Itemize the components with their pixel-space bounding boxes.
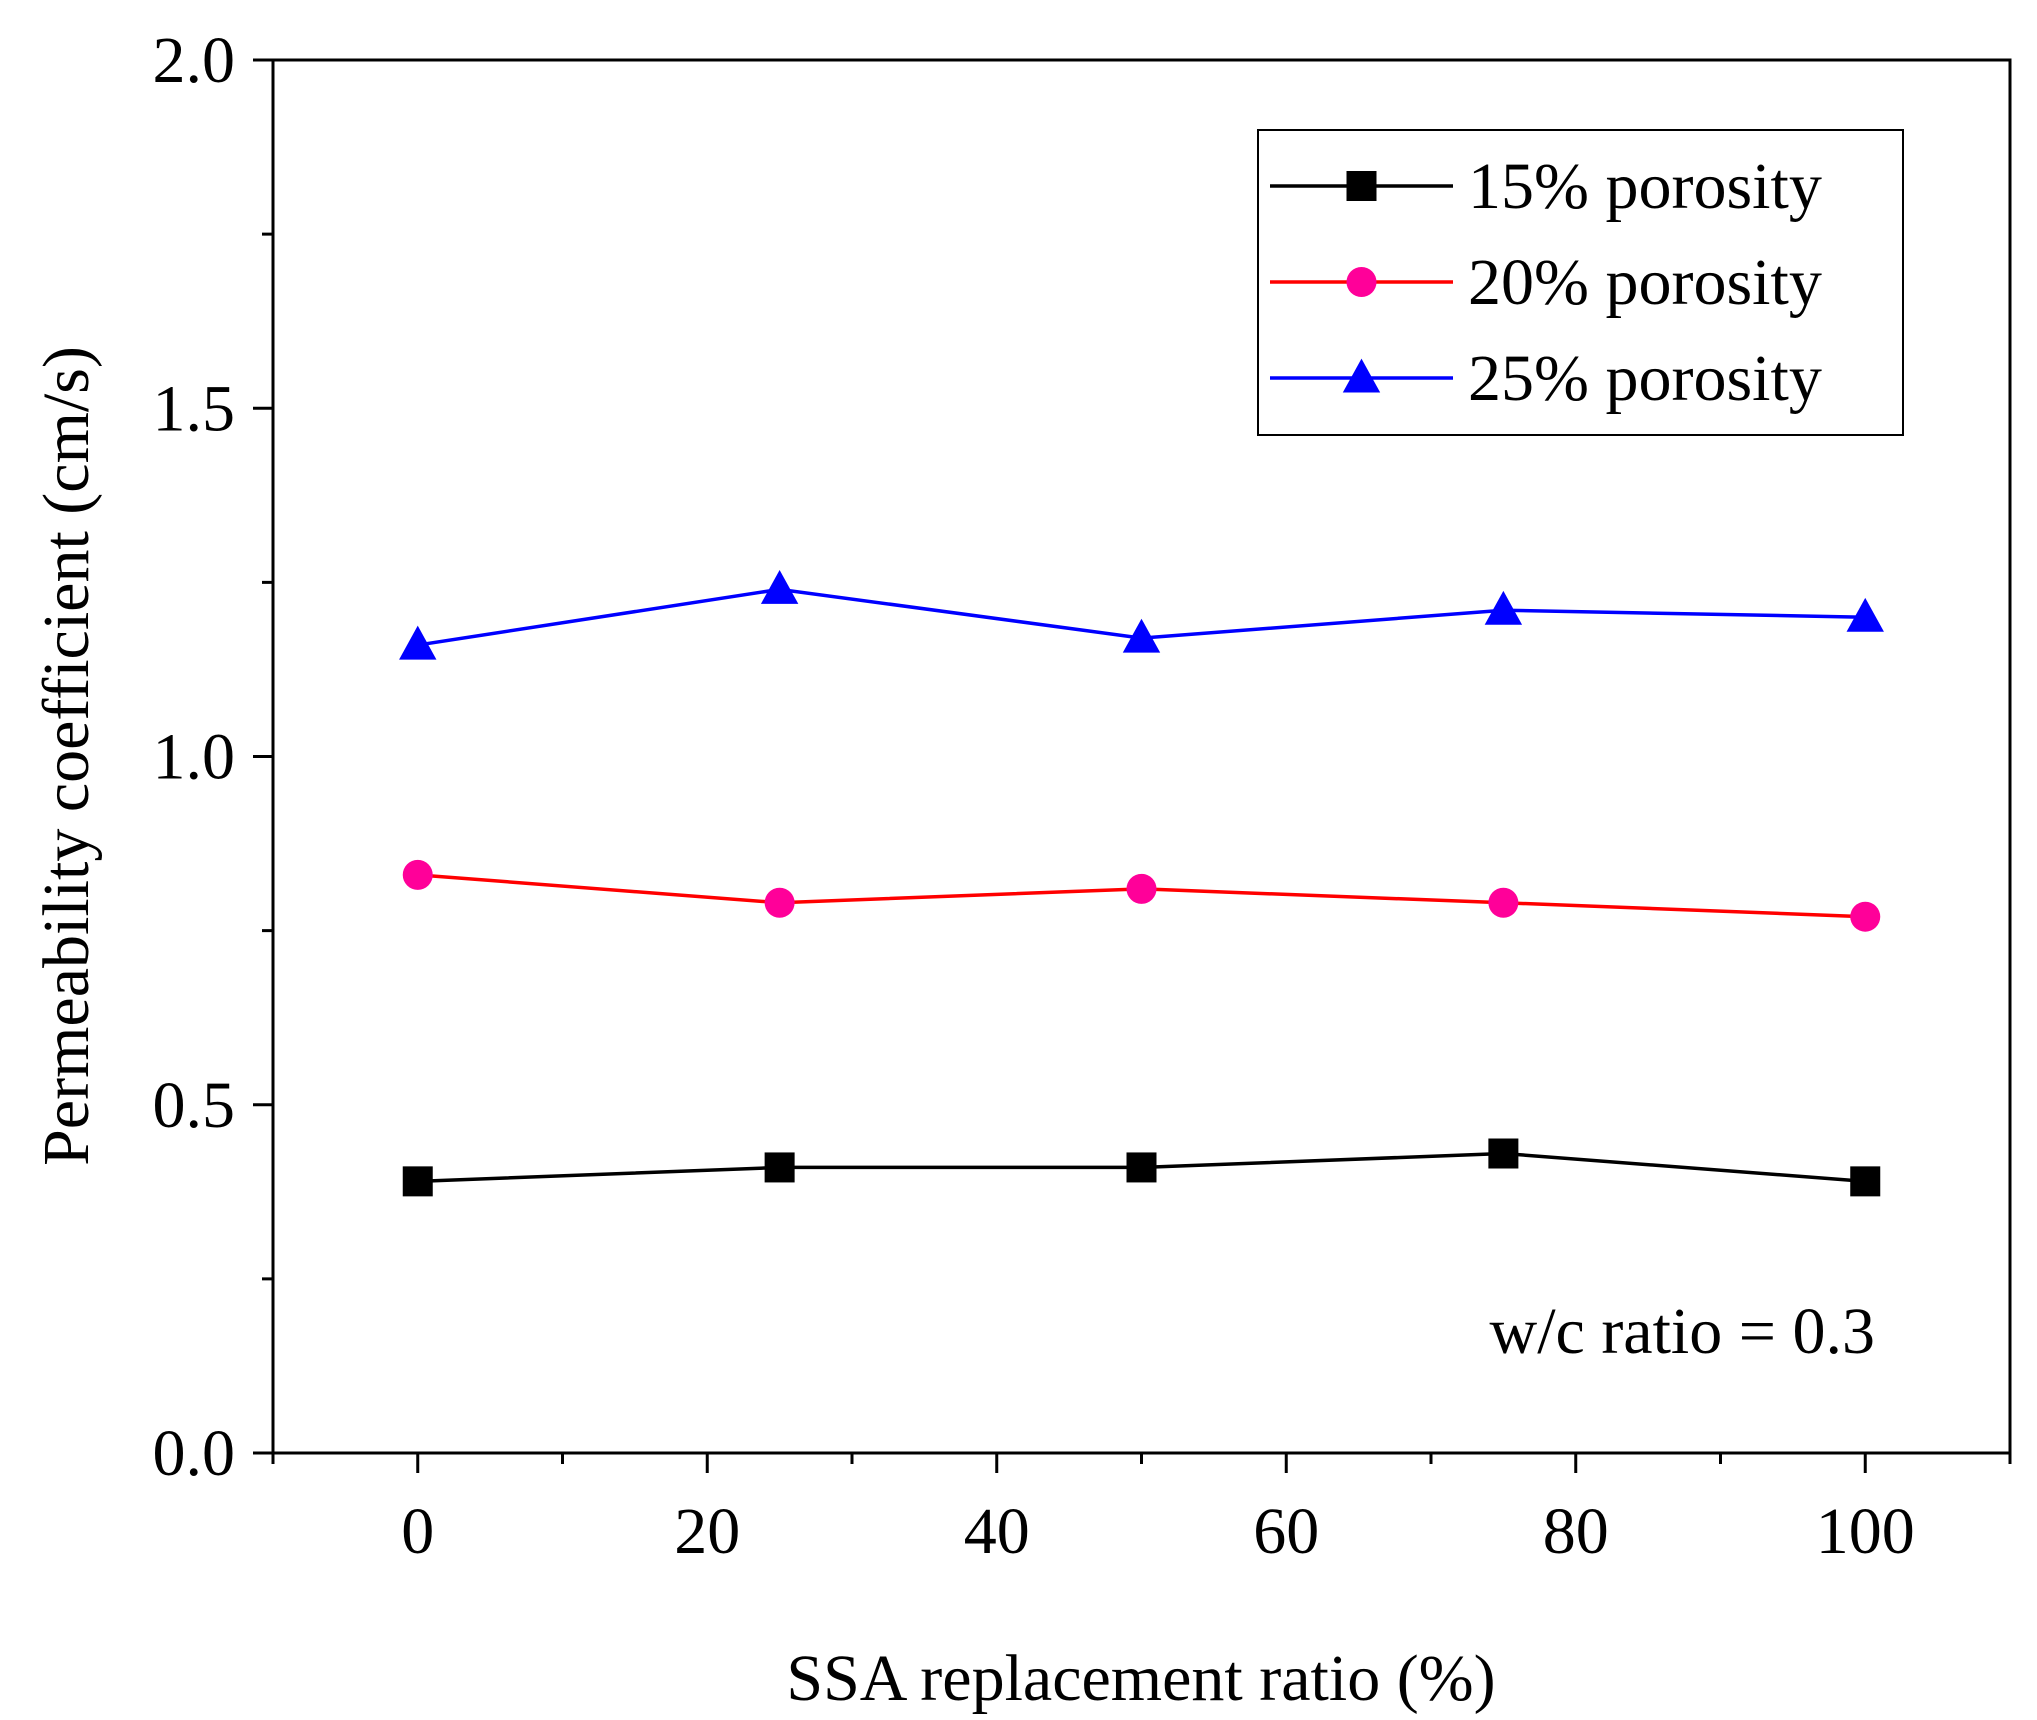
series-layer: [399, 569, 1884, 1197]
series-1-point: [402, 1166, 433, 1197]
legend: 15% porosity 20% porosity 25% porosity: [1257, 129, 1904, 436]
series-2-point: [1850, 901, 1881, 932]
series-1-point: [1850, 1166, 1881, 1197]
x-tick-label: 80: [1543, 1495, 1609, 1568]
series-2: [402, 859, 1881, 932]
y-tick-label: 0.5: [153, 1069, 236, 1142]
legend-item-3: 25% porosity: [1270, 342, 1822, 415]
legend-item-1: 15% porosity: [1270, 150, 1822, 223]
y-tick-label: 1.0: [153, 721, 236, 794]
series-3-point: [1846, 597, 1884, 632]
series-2-point: [402, 859, 433, 890]
ticks-layer: 0 20 40 60 80 100 0.0 0.5 1.0 1.5 2.0: [153, 24, 2012, 1568]
x-axis-title: SSA replacement ratio (%): [786, 1642, 1495, 1715]
annotation-wc-ratio: w/c ratio = 0.3: [1490, 1295, 1875, 1368]
legend-item-2: 20% porosity: [1270, 246, 1822, 319]
series-1-point: [1488, 1138, 1519, 1169]
x-tick-label: 40: [964, 1495, 1030, 1568]
series-3-point: [1122, 618, 1161, 653]
series-1: [402, 1138, 1881, 1197]
y-axis-title: Permeability coefficient (cm/s): [30, 346, 103, 1166]
x-tick-label: 0: [401, 1495, 434, 1568]
y-tick-label: 0.0: [153, 1417, 236, 1490]
x-tick-label: 20: [674, 1495, 740, 1568]
legend-label: 20% porosity: [1468, 246, 1822, 319]
series-3: [399, 569, 1884, 660]
legend-marker: [1346, 267, 1377, 297]
series-1-point: [764, 1152, 795, 1183]
series-3-point: [399, 625, 437, 660]
y-tick-label: 1.5: [153, 372, 236, 445]
series-2-point: [1488, 887, 1519, 918]
series-3-point: [760, 569, 799, 604]
series-2-point: [764, 887, 795, 918]
y-tick-label: 2.0: [153, 24, 236, 97]
legend-label: 25% porosity: [1468, 342, 1822, 415]
series-3-point: [1484, 590, 1523, 625]
series-2-point: [1126, 873, 1157, 904]
legend-marker: [1342, 358, 1381, 393]
legend-label: 15% porosity: [1468, 150, 1822, 223]
series-1-point: [1126, 1152, 1157, 1183]
x-tick-label: 60: [1253, 1495, 1319, 1568]
x-tick-label: 100: [1816, 1495, 1915, 1568]
legend-marker: [1346, 171, 1377, 201]
